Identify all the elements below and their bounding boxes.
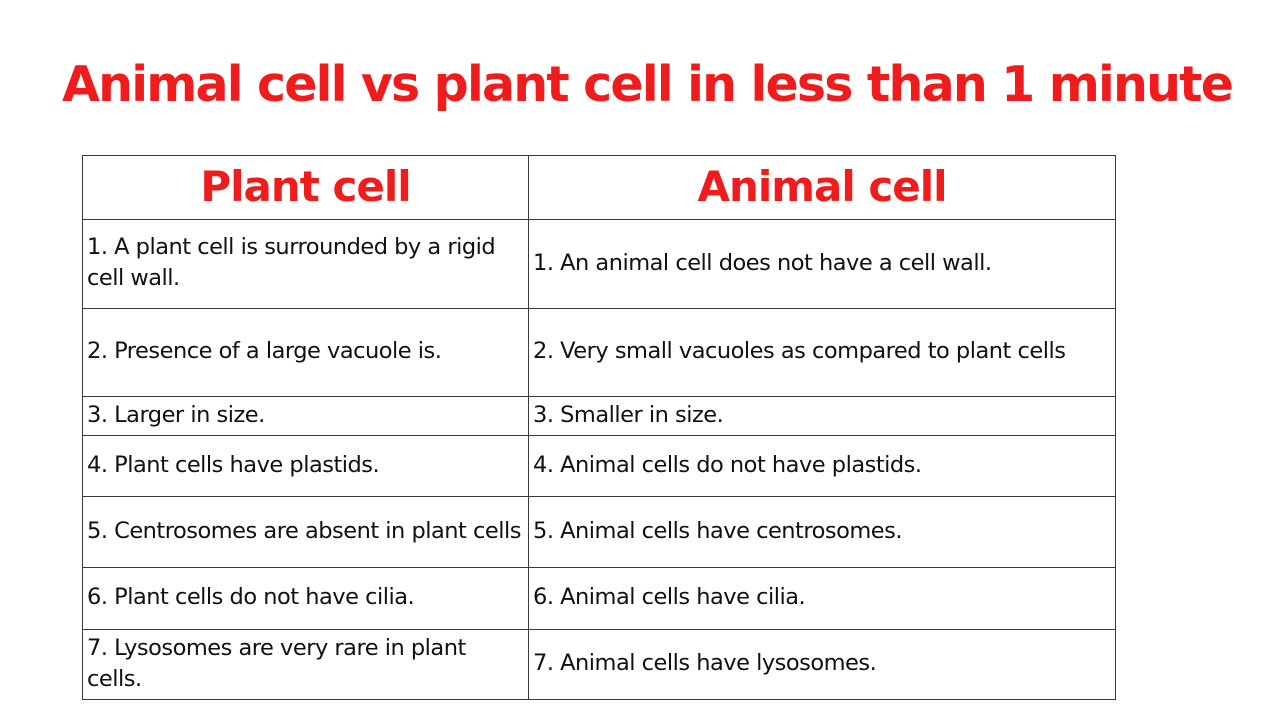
plant-cell-point: 7. Lysosomes are very rare in plant cell… <box>82 629 529 700</box>
animal-cell-point: 3. Smaller in size. <box>528 396 1116 436</box>
animal-cell-point: 1. An animal cell does not have a cell w… <box>528 219 1116 309</box>
table-row: 5. Centrosomes are absent in plant cells… <box>82 496 1116 568</box>
animal-cell-point: 4. Animal cells do not have plastids. <box>528 435 1116 497</box>
header-plant-cell: Plant cell <box>82 155 529 220</box>
plant-cell-point: 6. Plant cells do not have cilia. <box>82 567 529 630</box>
table-row: 3. Larger in size. 3. Smaller in size. <box>82 396 1116 436</box>
animal-cell-point: 6. Animal cells have cilia. <box>528 567 1116 630</box>
header-animal-cell: Animal cell <box>528 155 1116 220</box>
table-header-row: Plant cell Animal cell <box>82 155 1116 220</box>
table-row: 4. Plant cells have plastids. 4. Animal … <box>82 435 1116 497</box>
table-row: 1. A plant cell is surrounded by a rigid… <box>82 219 1116 309</box>
plant-cell-point: 5. Centrosomes are absent in plant cells <box>82 496 529 568</box>
plant-cell-point: 4. Plant cells have plastids. <box>82 435 529 497</box>
plant-cell-point: 2. Presence of a large vacuole is. <box>82 308 529 397</box>
animal-cell-point: 7. Animal cells have lysosomes. <box>528 629 1116 700</box>
table-row: 2. Presence of a large vacuole is. 2. Ve… <box>82 308 1116 397</box>
plant-cell-point: 3. Larger in size. <box>82 396 529 436</box>
plant-cell-point: 1. A plant cell is surrounded by a rigid… <box>82 219 529 309</box>
slide-title: Animal cell vs plant cell in less than 1… <box>62 56 1234 113</box>
table-row: 6. Plant cells do not have cilia. 6. Ani… <box>82 567 1116 630</box>
comparison-table: Plant cell Animal cell 1. A plant cell i… <box>82 155 1116 700</box>
animal-cell-point: 2. Very small vacuoles as compared to pl… <box>528 308 1116 397</box>
table-row: 7. Lysosomes are very rare in plant cell… <box>82 629 1116 700</box>
animal-cell-point: 5. Animal cells have centrosomes. <box>528 496 1116 568</box>
